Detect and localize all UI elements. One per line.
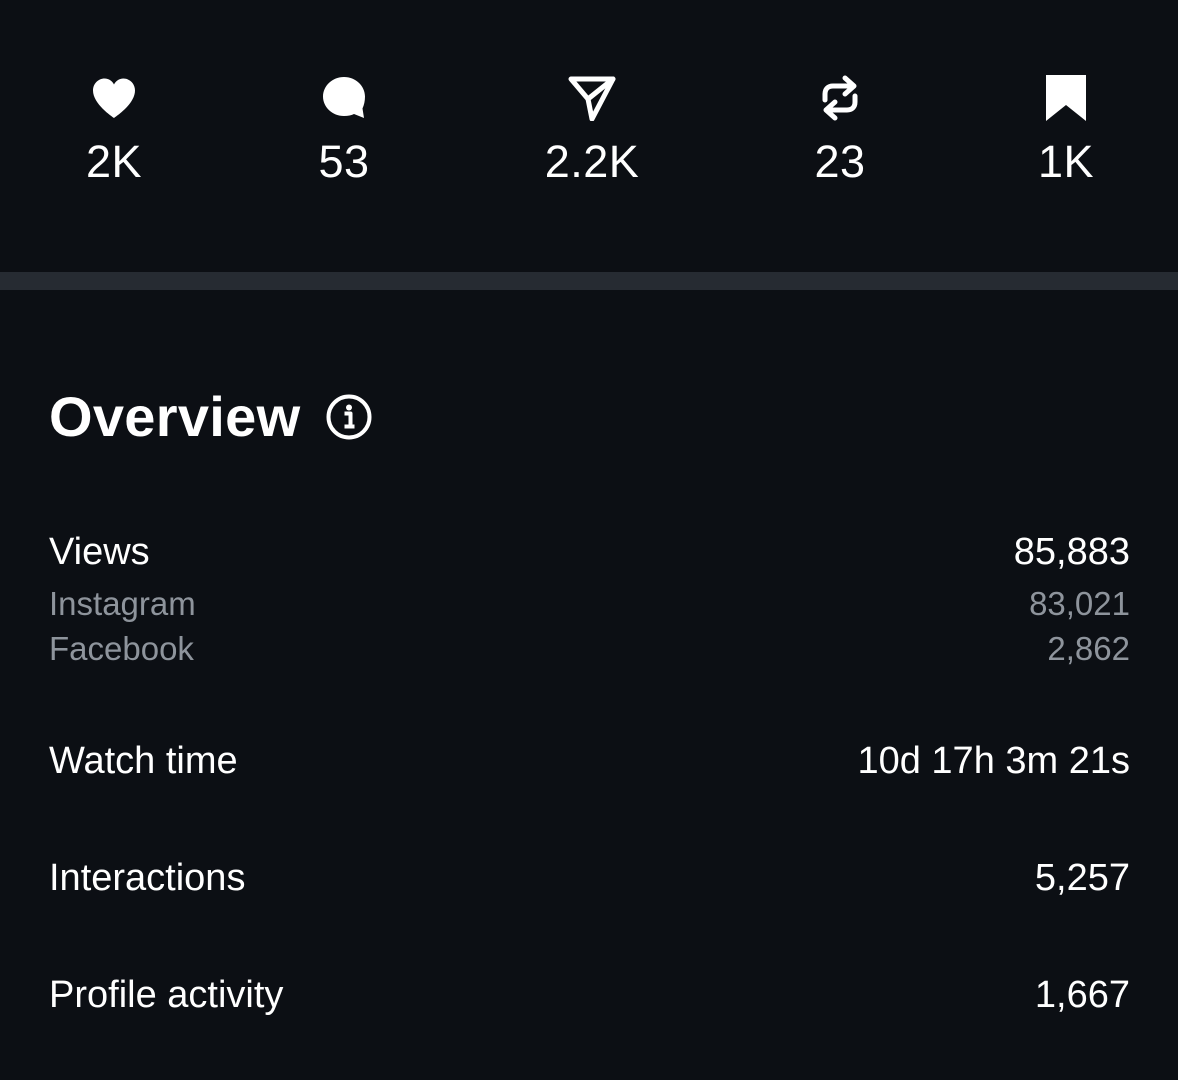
- views-value: 85,883: [1013, 531, 1130, 573]
- instagram-views-row: Instagram 83,021: [49, 584, 1130, 624]
- overview-header: Overview: [49, 382, 372, 452]
- engagement-stats-bar: 2K 53 2.2K 23: [0, 0, 1178, 272]
- watch-time-label: Watch time: [49, 740, 238, 782]
- comments-count: 53: [318, 136, 370, 187]
- facebook-views-row: Facebook 2,862: [49, 629, 1130, 669]
- facebook-value: 2,862: [1047, 630, 1130, 667]
- shares-stat[interactable]: 2.2K: [492, 70, 692, 188]
- reposts-count: 23: [814, 136, 866, 187]
- bookmark-icon[interactable]: [1038, 70, 1094, 126]
- views-label: Views: [49, 531, 150, 573]
- instagram-label: Instagram: [49, 585, 196, 622]
- saves-stat[interactable]: 1K: [966, 70, 1166, 188]
- facebook-label: Facebook: [49, 630, 194, 667]
- comments-stat[interactable]: 53: [244, 70, 444, 188]
- heart-icon[interactable]: [86, 70, 142, 126]
- profile-activity-value: 1,667: [1034, 974, 1130, 1016]
- share-icon[interactable]: [564, 70, 620, 126]
- section-divider: [0, 272, 1178, 290]
- likes-count: 2K: [85, 136, 143, 187]
- repost-icon[interactable]: [812, 70, 868, 126]
- interactions-label: Interactions: [49, 857, 246, 899]
- instagram-value: 83,021: [1029, 585, 1130, 622]
- overview-title: Overview: [49, 385, 301, 448]
- views-row: Views 85,883: [49, 529, 1130, 575]
- interactions-row[interactable]: Interactions 5,257: [49, 855, 1130, 901]
- shares-count: 2.2K: [544, 136, 640, 187]
- watch-time-value: 10d 17h 3m 21s: [857, 740, 1130, 782]
- profile-activity-label: Profile activity: [49, 974, 284, 1016]
- interactions-value: 5,257: [1034, 857, 1130, 899]
- info-icon[interactable]: [326, 394, 372, 440]
- likes-stat[interactable]: 2K: [14, 70, 214, 188]
- saves-count: 1K: [1037, 136, 1095, 187]
- profile-activity-row[interactable]: Profile activity 1,667: [49, 972, 1130, 1018]
- watch-time-row: Watch time 10d 17h 3m 21s: [49, 738, 1130, 784]
- comment-icon[interactable]: [316, 70, 372, 126]
- reposts-stat[interactable]: 23: [740, 70, 940, 188]
